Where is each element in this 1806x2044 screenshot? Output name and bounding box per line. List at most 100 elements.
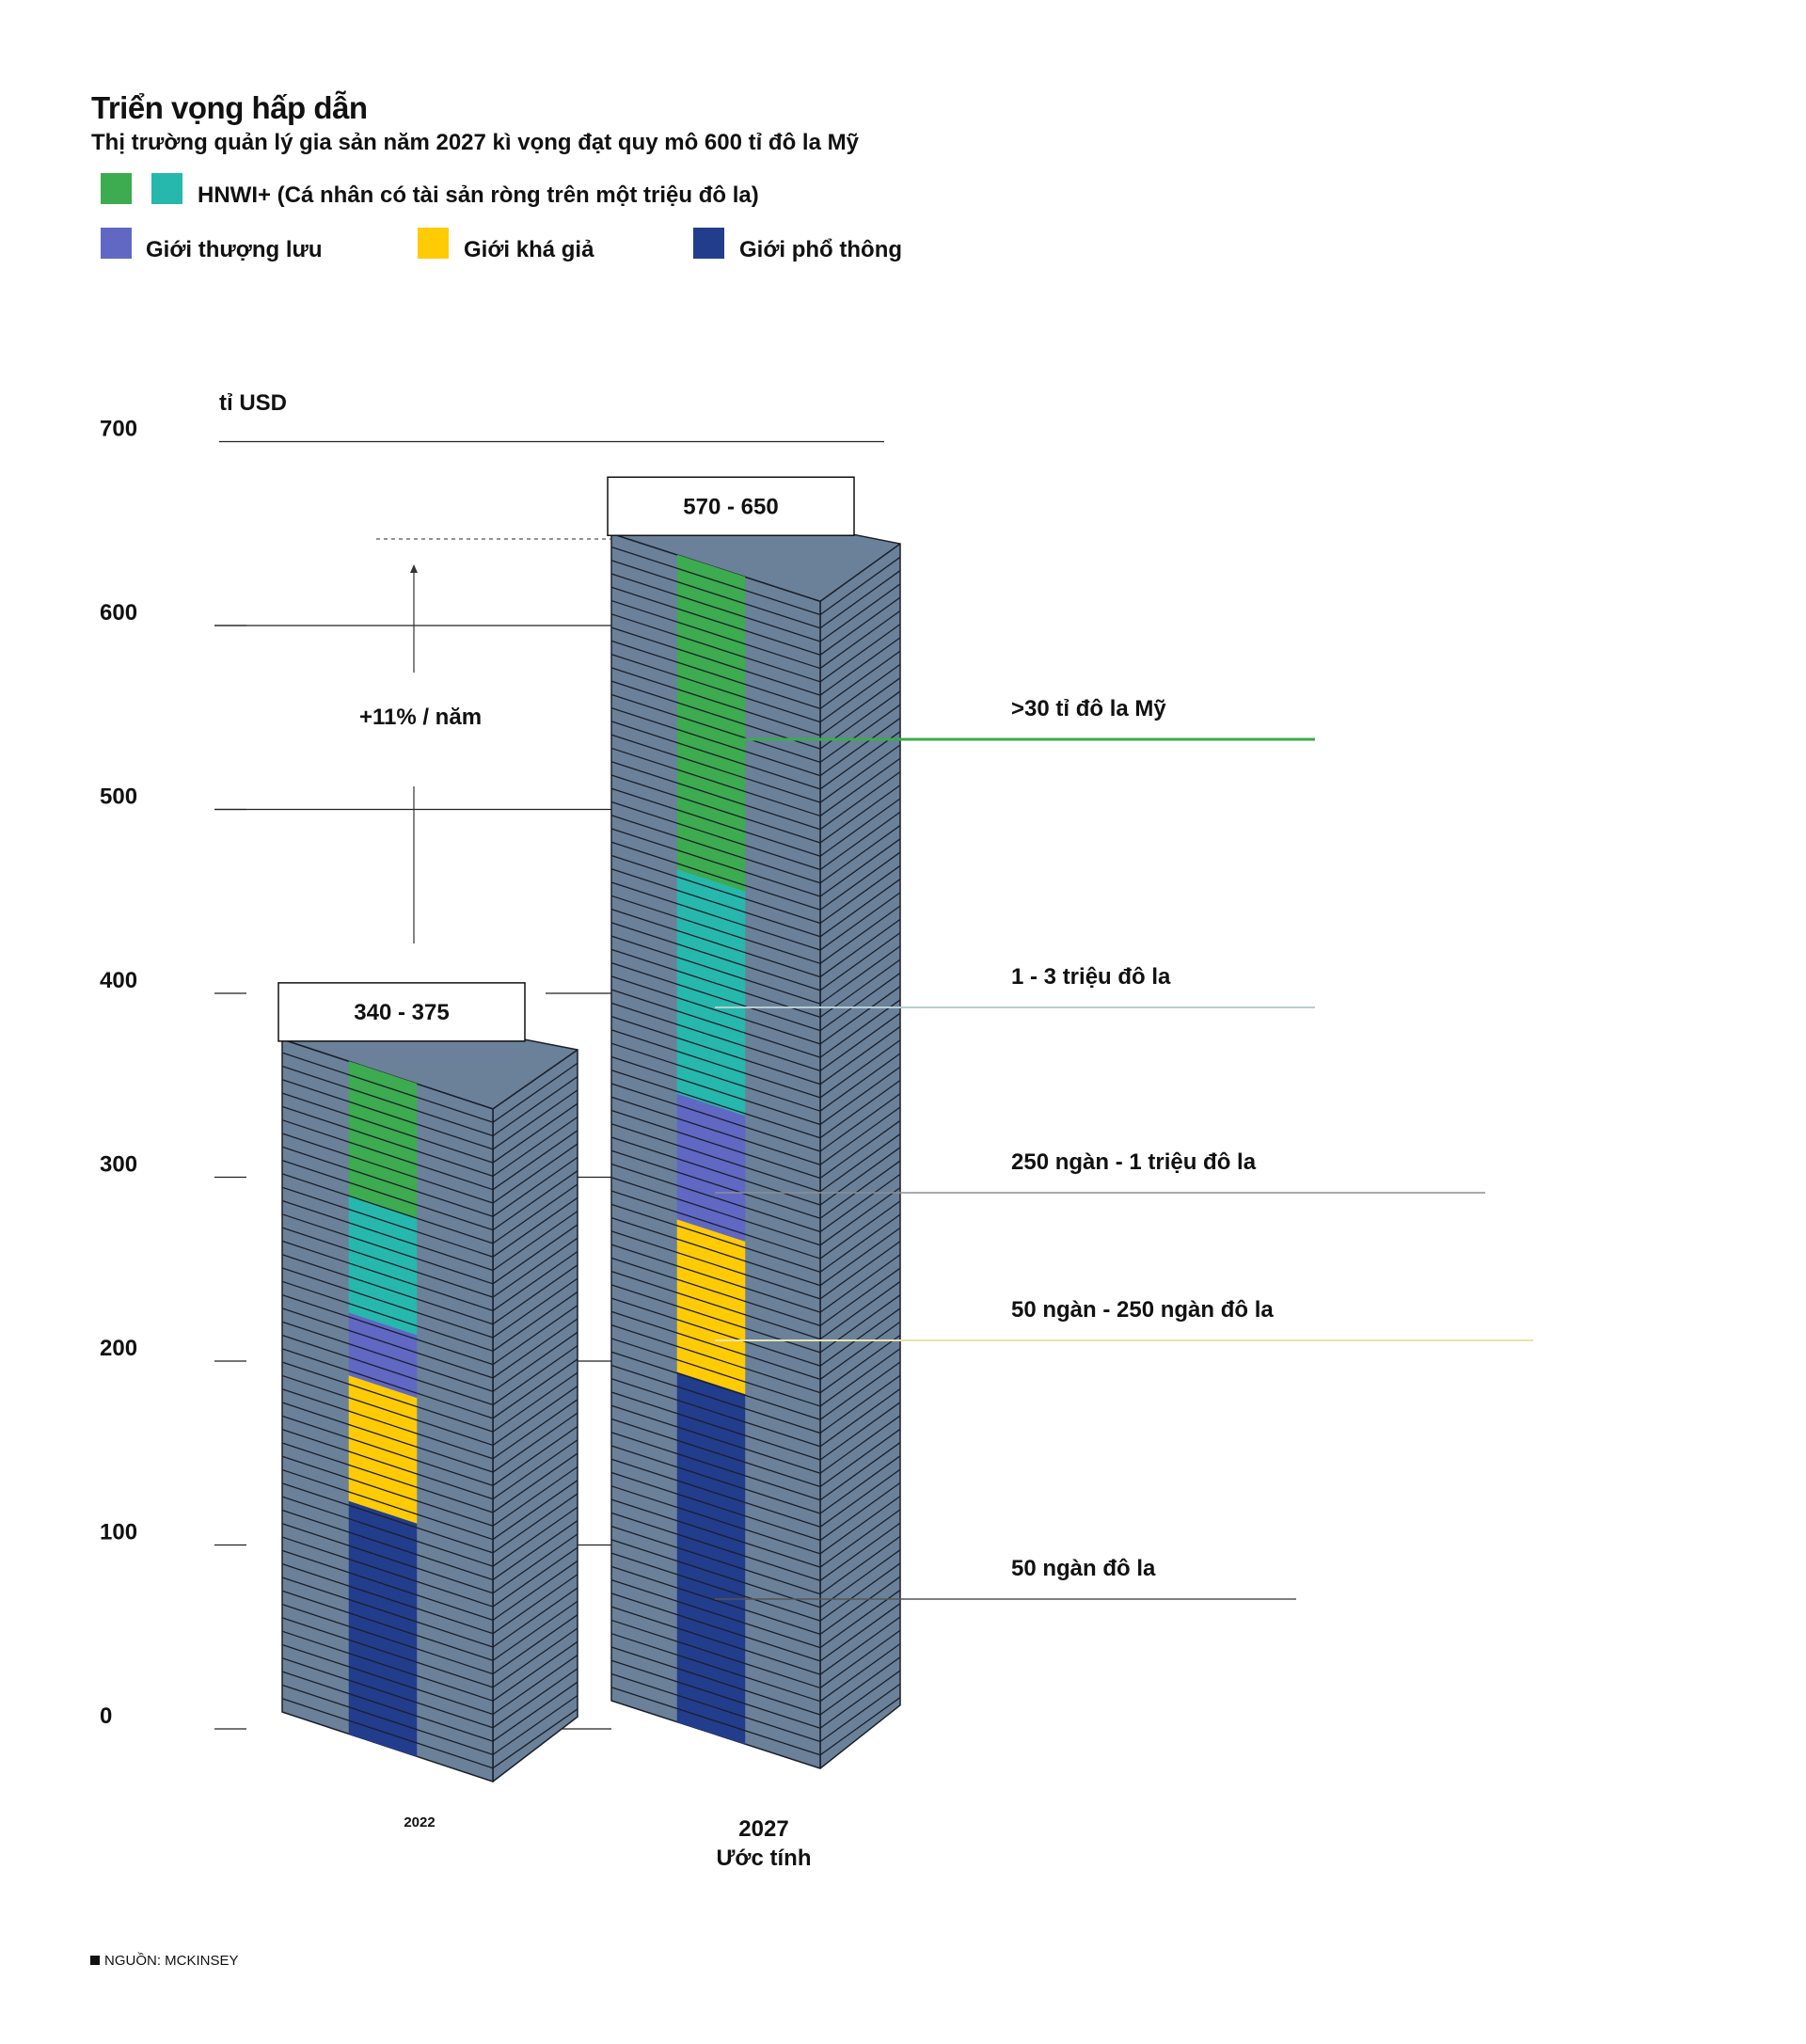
floor-line-side (492, 1264, 578, 1325)
floor-line-front (610, 1109, 821, 1180)
floor-line-side (819, 1496, 901, 1555)
floor-line-front (610, 828, 821, 897)
floor-line-front (610, 787, 821, 857)
floor-line-side (819, 1280, 901, 1340)
floor-line-front (281, 1133, 494, 1204)
floor-line-side (819, 1616, 901, 1675)
floor-line-side (819, 677, 901, 737)
floor-line-side (492, 1412, 578, 1473)
floor-line-front (610, 546, 821, 616)
floor-line-front (610, 640, 821, 709)
floor-line-front (610, 1391, 821, 1461)
floor-line-side (819, 1079, 901, 1139)
floor-line-side (819, 650, 901, 709)
floor-line-front (610, 1324, 821, 1394)
floor-line-side (492, 1331, 578, 1392)
floor-line-side (492, 1587, 578, 1648)
floor-line-front (610, 935, 821, 1005)
floor-line-side (492, 1399, 578, 1460)
floor-line-front (610, 989, 821, 1058)
floor-line-front (610, 1619, 821, 1689)
floor-line-side (492, 1614, 578, 1675)
floor-line-front (610, 1633, 821, 1703)
floor-line-side (492, 1506, 578, 1567)
floor-line-front (610, 693, 821, 764)
floor-line-side (492, 1480, 578, 1541)
floor-line-side (492, 1640, 578, 1702)
floor-line-side (819, 1576, 901, 1635)
floor-line-front (610, 1471, 821, 1542)
floor-line-front (281, 1388, 494, 1460)
floor-line-side (492, 1655, 578, 1716)
floor-line-front (610, 841, 821, 911)
floor-line-front (610, 1404, 821, 1474)
floor-line-front (610, 1458, 821, 1528)
floor-line-side (819, 1535, 901, 1595)
floor-line-side (819, 610, 901, 670)
floor-line-side (819, 1254, 901, 1313)
floor-line-side (819, 1642, 901, 1703)
floor-line-side (819, 1307, 901, 1367)
floor-line-front (610, 1579, 821, 1649)
floor-line-side (492, 1224, 578, 1285)
floor-line-side (819, 1415, 901, 1474)
floor-line-side (819, 1482, 901, 1542)
floor-line-front (281, 1698, 494, 1769)
floor-line-front (610, 1418, 821, 1488)
floor-line-side (492, 1681, 578, 1742)
floor-line-front (610, 1029, 821, 1099)
floor-line-front (610, 1149, 821, 1219)
floor-line-side (492, 1102, 578, 1164)
floor-line-front (281, 1684, 494, 1756)
floor-line-side (819, 570, 901, 629)
floor-line-side (819, 905, 901, 964)
floor-line-side (492, 1560, 578, 1621)
floor-line-front (610, 1498, 821, 1568)
segment-callout-1: 1 - 3 triệu đô la (1011, 964, 1171, 990)
floor-line-front (281, 1455, 494, 1527)
floor-line-front (610, 613, 821, 683)
floor-line-front (281, 1307, 494, 1379)
floor-line-side (492, 1358, 578, 1419)
segment-callout-0: >30 tỉ đô la Mỹ (1011, 696, 1166, 721)
floor-line-front (281, 1549, 494, 1621)
floor-line-front (281, 1146, 494, 1217)
floor-line-side (819, 864, 901, 925)
floor-line-side (819, 1173, 901, 1233)
floor-line-front (281, 1213, 494, 1285)
floor-line-front (281, 1119, 494, 1191)
floor-line-side (492, 1386, 578, 1446)
floor-line-side (819, 1227, 901, 1287)
floor-line-front (610, 1592, 821, 1662)
floor-line-side (819, 1361, 901, 1420)
legend-label-affluent: Giới khá giả (464, 237, 594, 262)
floor-line-side (819, 932, 901, 991)
floor-line-side (492, 1116, 578, 1177)
floor-line-front (610, 1163, 821, 1233)
floor-line-side (492, 1546, 578, 1608)
floor-line-front (610, 586, 821, 656)
floor-line-side (819, 1012, 901, 1071)
floor-line-side (492, 1211, 578, 1272)
source-note: NGUỒN: MCKINSEY (90, 1953, 239, 1969)
floor-line-front (610, 1687, 821, 1756)
legend-swatch-hnwi-high (101, 173, 132, 204)
chart-title: Triển vọng hấp dẫn (91, 90, 368, 125)
growth-label: +11% / năm (359, 705, 482, 730)
range-label-2022: 340 - 375 (354, 1000, 449, 1025)
floor-line-front (610, 1203, 821, 1273)
floor-line-side (492, 1708, 578, 1769)
floor-line-front (281, 1630, 494, 1702)
floor-line-front (281, 1267, 494, 1339)
floor-line-side (492, 1345, 578, 1406)
floor-line-side (819, 1442, 901, 1501)
floor-line-front (610, 922, 821, 991)
floor-line-front (281, 1402, 494, 1473)
floor-line-side (492, 1062, 578, 1123)
floor-line-side (492, 1439, 578, 1500)
floor-line-side (492, 1237, 578, 1298)
legend-label-mass: Giới phổ thông (739, 237, 903, 262)
floor-line-front (281, 1294, 494, 1366)
floor-line-side (819, 1428, 901, 1488)
floor-line-front (610, 1672, 821, 1743)
